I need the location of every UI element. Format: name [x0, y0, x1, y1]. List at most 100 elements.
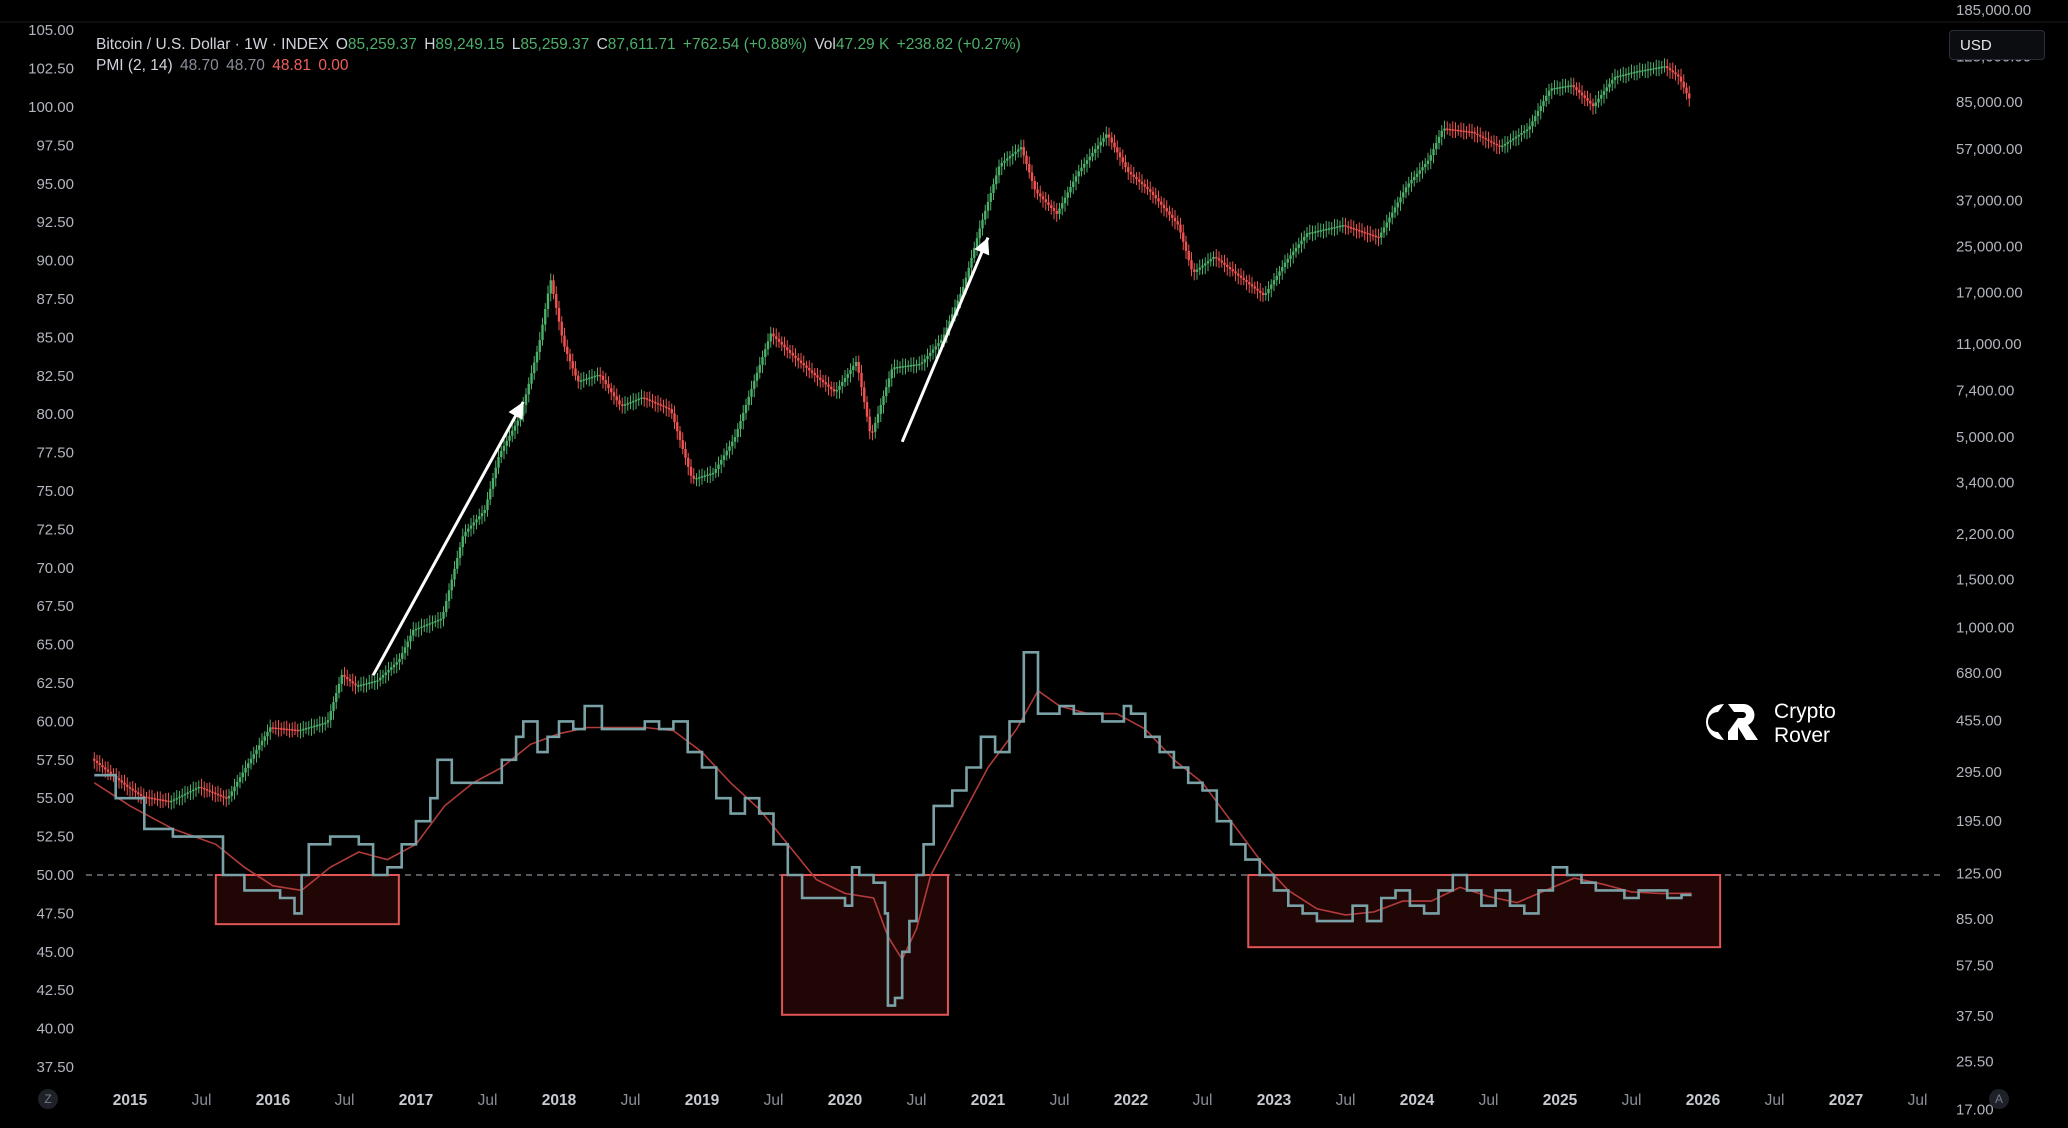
- left-axis-tick-label: 80.00: [36, 406, 74, 423]
- price-candle-body: [764, 349, 767, 358]
- price-candle-body: [1289, 255, 1292, 259]
- price-candle-body: [986, 201, 990, 211]
- price-candle-body: [1633, 71, 1636, 74]
- price-candle-body: [585, 378, 588, 381]
- price-candle-body: [541, 324, 544, 341]
- left-axis-tick-label: 57.50: [36, 752, 74, 769]
- price-candle-body: [274, 727, 277, 730]
- price-candle-body: [1624, 73, 1628, 76]
- price-candle-body: [1253, 286, 1256, 289]
- price-candle-body: [401, 653, 404, 659]
- price-candle-body: [1578, 89, 1581, 93]
- price-candle-body: [480, 513, 484, 517]
- price-candle-body: [392, 664, 396, 668]
- price-candle-body: [810, 370, 814, 373]
- price-candle-body: [645, 398, 649, 400]
- price-candle-body: [1330, 227, 1333, 230]
- left-axis-tick-label: 77.50: [36, 445, 74, 462]
- x-axis-tick-label: Jul: [1765, 1092, 1785, 1109]
- price-candle-body: [612, 392, 616, 397]
- price-candle-body: [901, 366, 904, 368]
- price-candle-body: [1066, 192, 1069, 198]
- price-candle-body: [260, 740, 264, 746]
- price-candle-body: [1677, 74, 1680, 77]
- trend-arrow-head: [974, 237, 990, 256]
- price-candle-body: [1099, 141, 1102, 146]
- left-axis-tick-label: 97.50: [36, 137, 74, 154]
- price-candle-body: [926, 355, 929, 360]
- symbol-label[interactable]: Bitcoin / U.S. Dollar · 1W · INDEX: [96, 36, 329, 53]
- price-candle-body: [263, 736, 266, 741]
- zoom-reset-button[interactable]: Z: [38, 1089, 58, 1109]
- price-candle-body: [1344, 225, 1347, 227]
- right-axis-tick-label: 17.00: [1956, 1102, 1994, 1119]
- price-candle-body: [489, 488, 492, 500]
- pmi-label[interactable]: PMI (2, 14): [96, 57, 173, 74]
- price-candle-body: [1215, 256, 1218, 259]
- price-candle-body: [381, 675, 385, 678]
- price-candle-body: [346, 677, 349, 680]
- price-candle-body: [370, 681, 374, 684]
- price-candle-body: [291, 729, 294, 731]
- price-candle-body: [1382, 227, 1386, 233]
- price-candle-body: [1572, 85, 1575, 88]
- price-candle-body: [1523, 131, 1526, 134]
- price-candle-body: [709, 473, 712, 476]
- price-candle-body: [423, 625, 426, 627]
- right-axis-tick-label: 3,400.00: [1956, 475, 2014, 492]
- currency-button[interactable]: USD: [1949, 30, 2045, 60]
- price-candle-body: [244, 767, 247, 773]
- right-axis-tick-label: 37,000.00: [1956, 192, 2023, 209]
- right-axis-tick-label: 2,200.00: [1956, 526, 2014, 543]
- price-candle-body: [733, 437, 737, 442]
- high-label: H: [424, 36, 436, 53]
- left-axis-tick-label: 45.00: [36, 944, 74, 961]
- auto-scale-button[interactable]: A: [1989, 1089, 2009, 1109]
- price-candle-body: [984, 210, 987, 220]
- price-candle-body: [219, 794, 222, 797]
- price-candle-body: [1451, 129, 1454, 131]
- left-axis-tick-label: 95.00: [36, 176, 74, 193]
- price-candle-body: [695, 477, 698, 480]
- price-candle-body: [1514, 136, 1518, 139]
- price-candle-body: [150, 797, 154, 800]
- highlight-box: [214, 874, 400, 926]
- price-candle-body: [568, 353, 572, 362]
- price-candle-body: [967, 267, 970, 278]
- price-candle-body: [552, 280, 555, 295]
- price-candle-body: [560, 321, 563, 336]
- price-candle-body: [1459, 130, 1463, 132]
- price-candle-body: [656, 403, 660, 405]
- price-candle-body: [1256, 288, 1259, 291]
- price-candle-body: [1039, 193, 1042, 197]
- price-candle-body: [120, 780, 123, 783]
- price-candle-body: [98, 762, 101, 766]
- x-axis-tick-label: Jul: [764, 1092, 784, 1109]
- price-candle-body: [1525, 129, 1529, 132]
- price-candle-body: [395, 662, 398, 665]
- price-candle-body: [373, 681, 376, 683]
- price-candle-body: [788, 350, 792, 353]
- left-axis-tick-label: 87.50: [36, 291, 74, 308]
- x-axis-tick-label: 2017: [399, 1092, 433, 1109]
- price-candle-body: [753, 380, 756, 389]
- price-candle-body: [1292, 251, 1295, 256]
- price-candle-body: [227, 796, 231, 799]
- right-axis-tick-label: 295.00: [1956, 764, 2002, 781]
- price-candle-body: [1630, 72, 1633, 75]
- price-candle-body: [1528, 126, 1531, 130]
- price-candle-body: [1063, 197, 1067, 204]
- price-candle-body: [478, 516, 481, 520]
- price-candle-body: [167, 800, 170, 803]
- right-axis-tick-label: 11,000.00: [1956, 336, 2022, 353]
- price-candle-body: [1077, 171, 1080, 177]
- price-candle-body: [687, 457, 690, 467]
- price-candle-body: [714, 469, 717, 473]
- x-axis-tick-label: Jul: [335, 1092, 355, 1109]
- price-candle-body: [1154, 195, 1157, 199]
- price-candle-body: [989, 193, 992, 202]
- price-candle-body: [667, 407, 671, 410]
- price-candle-body: [1212, 256, 1215, 260]
- price-candle-body: [194, 788, 198, 790]
